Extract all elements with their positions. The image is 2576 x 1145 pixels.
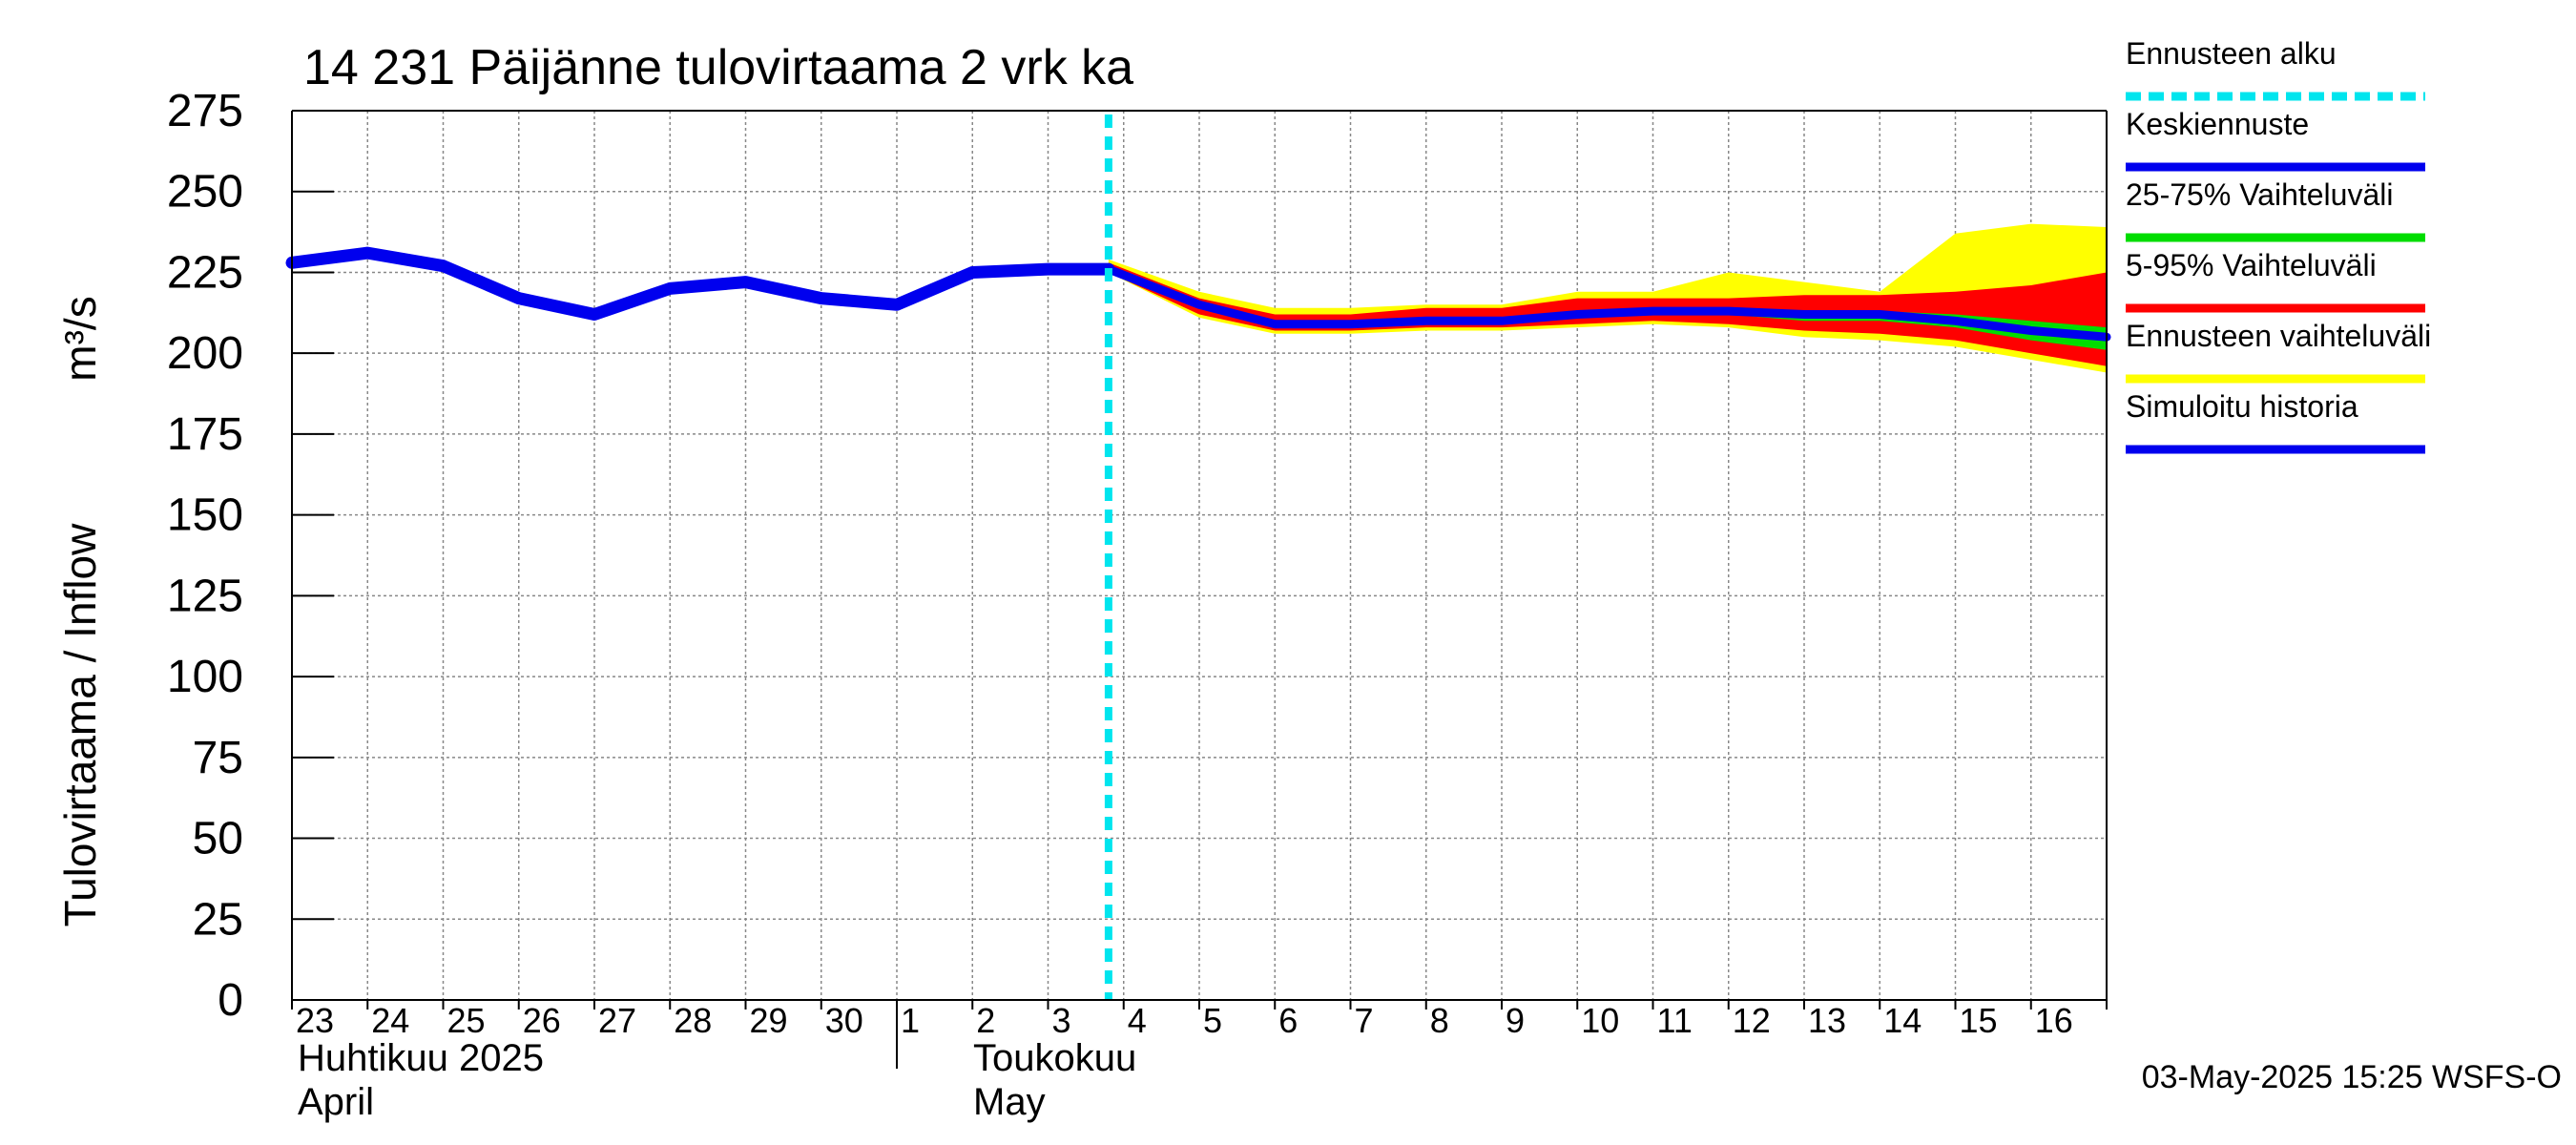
chart-title: 14 231 Päijänne tulovirtaama 2 vrk ka (303, 40, 1133, 95)
y-tick-label: 25 (193, 894, 243, 945)
legend-label: Keskiennuste (2126, 107, 2309, 141)
x-tick-label: 23 (296, 1001, 334, 1040)
y-tick-label: 125 (167, 571, 243, 621)
x-tick-label: 29 (750, 1001, 788, 1040)
month-label-local: Toukokuu (973, 1037, 1136, 1079)
line-layer (285, 114, 2111, 1000)
x-tick-label: 25 (447, 1001, 486, 1040)
y-tick-label: 250 (167, 167, 243, 218)
x-tick-label: 13 (1808, 1001, 1846, 1040)
x-tick-label: 28 (674, 1001, 712, 1040)
legend-label: 5-95% Vaihteluväli (2126, 248, 2377, 282)
x-tick-label: 1 (901, 1001, 920, 1040)
month-label-english: April (298, 1081, 374, 1123)
line-median-forecast (1104, 264, 2111, 342)
y-tick-label: 100 (167, 652, 243, 702)
x-tick-label: 3 (1052, 1001, 1071, 1040)
y-tick-label: 225 (167, 247, 243, 298)
footer-timestamp: 03-May-2025 15:25 WSFS-O (2142, 1059, 2562, 1095)
band-full-range (1108, 223, 2107, 373)
x-tick-label: 30 (825, 1001, 863, 1040)
x-tick-label: 9 (1506, 1001, 1525, 1040)
x-tick-label: 11 (1657, 1001, 1693, 1040)
y-tick-label: 75 (193, 733, 243, 783)
legend: Ennusteen alku Keskiennuste 25-75% Vaihtel… (2126, 36, 2431, 454)
y-axis-label: Tulovirtaama / Inflow (55, 523, 105, 926)
x-tick-label: 5 (1203, 1001, 1222, 1040)
x-tick-label: 8 (1430, 1001, 1449, 1040)
x-tick-label: 4 (1128, 1001, 1147, 1040)
x-tick-label: 27 (598, 1001, 636, 1040)
y-tick-label: 275 (167, 86, 243, 136)
y-tick-label: 50 (193, 814, 243, 864)
x-tick-label: 6 (1278, 1001, 1298, 1040)
x-tick-label: 26 (523, 1001, 561, 1040)
legend-label: Ennusteen vaihteluväli (2126, 319, 2431, 353)
y-axis-unit: m³/s (55, 296, 105, 381)
legend-label: Simuloitu historia (2126, 389, 2358, 424)
x-tick-label: 15 (1960, 1001, 1998, 1040)
x-tick-label: 10 (1581, 1001, 1619, 1040)
y-tick-label: 0 (218, 975, 243, 1026)
legend-label: Ennusteen alku (2126, 36, 2337, 71)
y-tick-label: 150 (167, 490, 243, 541)
x-tick-label: 12 (1733, 1001, 1771, 1040)
y-tick-label: 175 (167, 409, 243, 460)
x-tick-label: 16 (2035, 1001, 2073, 1040)
month-label-local: Huhtikuu 2025 (298, 1037, 544, 1079)
x-tick-label: 14 (1883, 1001, 1922, 1040)
x-tick-label: 2 (976, 1001, 995, 1040)
x-tick-label: 7 (1355, 1001, 1374, 1040)
y-tick-label: 200 (167, 328, 243, 379)
grid-layer (292, 110, 2107, 1000)
month-label-english: May (973, 1081, 1046, 1123)
x-tick-label: 24 (371, 1001, 409, 1040)
line-simulated-history (285, 246, 1115, 321)
legend-label: 25-75% Vaihteluväli (2126, 177, 2393, 212)
